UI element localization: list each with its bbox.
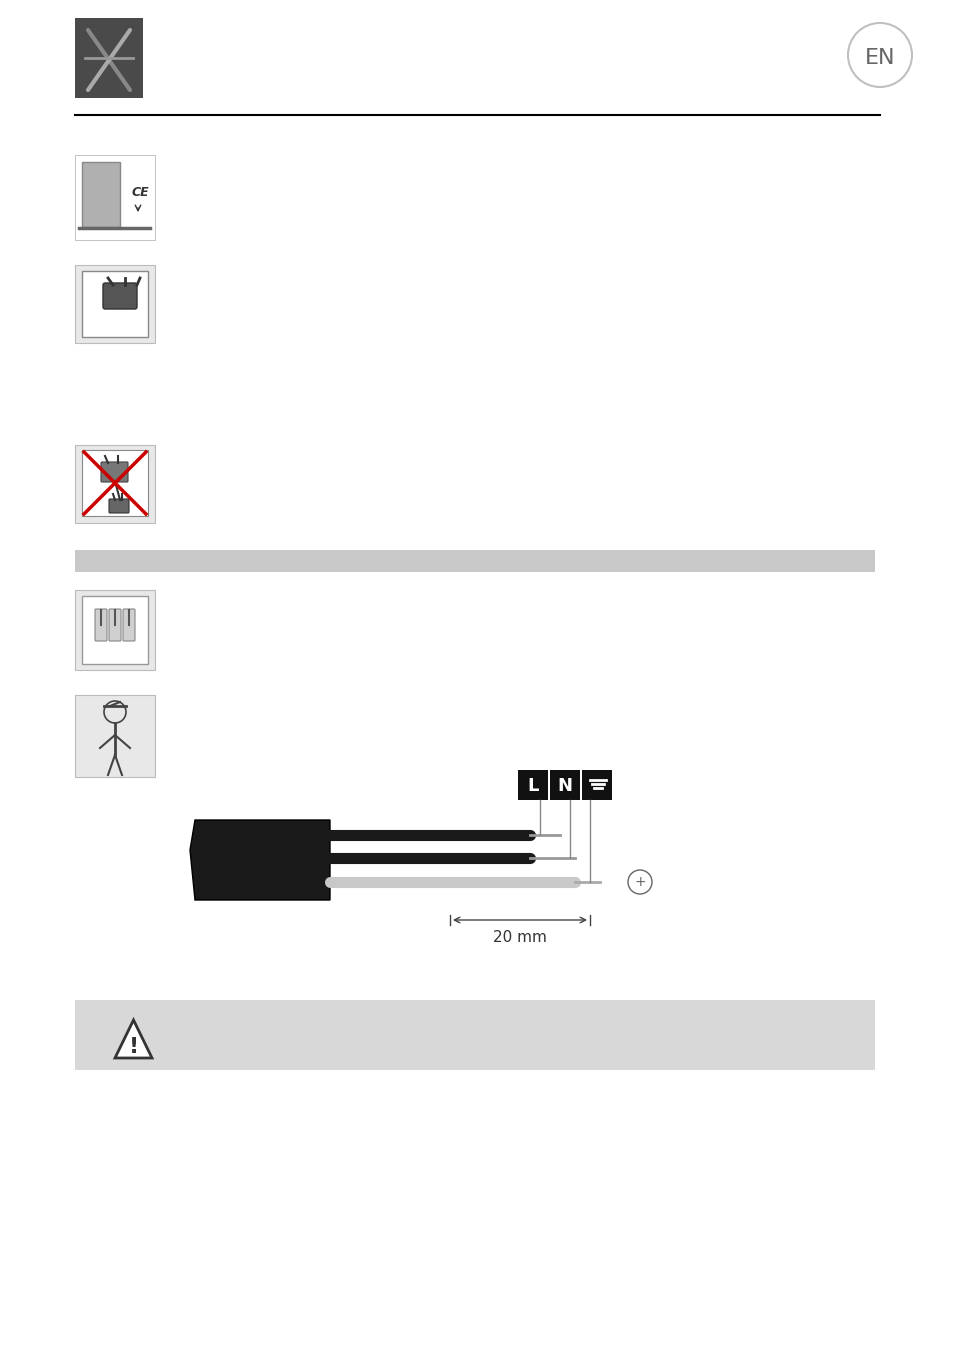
Text: L: L xyxy=(527,777,538,795)
FancyBboxPatch shape xyxy=(109,608,121,641)
FancyBboxPatch shape xyxy=(550,771,579,800)
FancyBboxPatch shape xyxy=(75,550,874,572)
FancyBboxPatch shape xyxy=(82,162,120,227)
FancyBboxPatch shape xyxy=(75,155,154,241)
FancyBboxPatch shape xyxy=(75,589,154,671)
Text: N: N xyxy=(557,777,572,795)
Text: +: + xyxy=(634,875,645,890)
FancyBboxPatch shape xyxy=(75,445,154,523)
FancyBboxPatch shape xyxy=(581,771,612,800)
Text: !: ! xyxy=(129,1037,138,1057)
Text: 20 mm: 20 mm xyxy=(493,930,546,945)
Text: EN: EN xyxy=(863,49,894,68)
FancyBboxPatch shape xyxy=(75,18,143,97)
FancyBboxPatch shape xyxy=(101,462,128,483)
FancyBboxPatch shape xyxy=(82,596,148,664)
FancyBboxPatch shape xyxy=(103,283,137,310)
FancyBboxPatch shape xyxy=(109,499,129,512)
FancyBboxPatch shape xyxy=(123,608,135,641)
FancyBboxPatch shape xyxy=(95,608,107,641)
FancyBboxPatch shape xyxy=(82,450,148,516)
FancyBboxPatch shape xyxy=(75,1000,874,1069)
Polygon shape xyxy=(190,821,330,900)
Polygon shape xyxy=(115,1019,152,1059)
FancyBboxPatch shape xyxy=(75,265,154,343)
FancyBboxPatch shape xyxy=(82,270,148,337)
FancyBboxPatch shape xyxy=(517,771,547,800)
FancyBboxPatch shape xyxy=(75,695,154,777)
Text: CE: CE xyxy=(132,185,150,199)
